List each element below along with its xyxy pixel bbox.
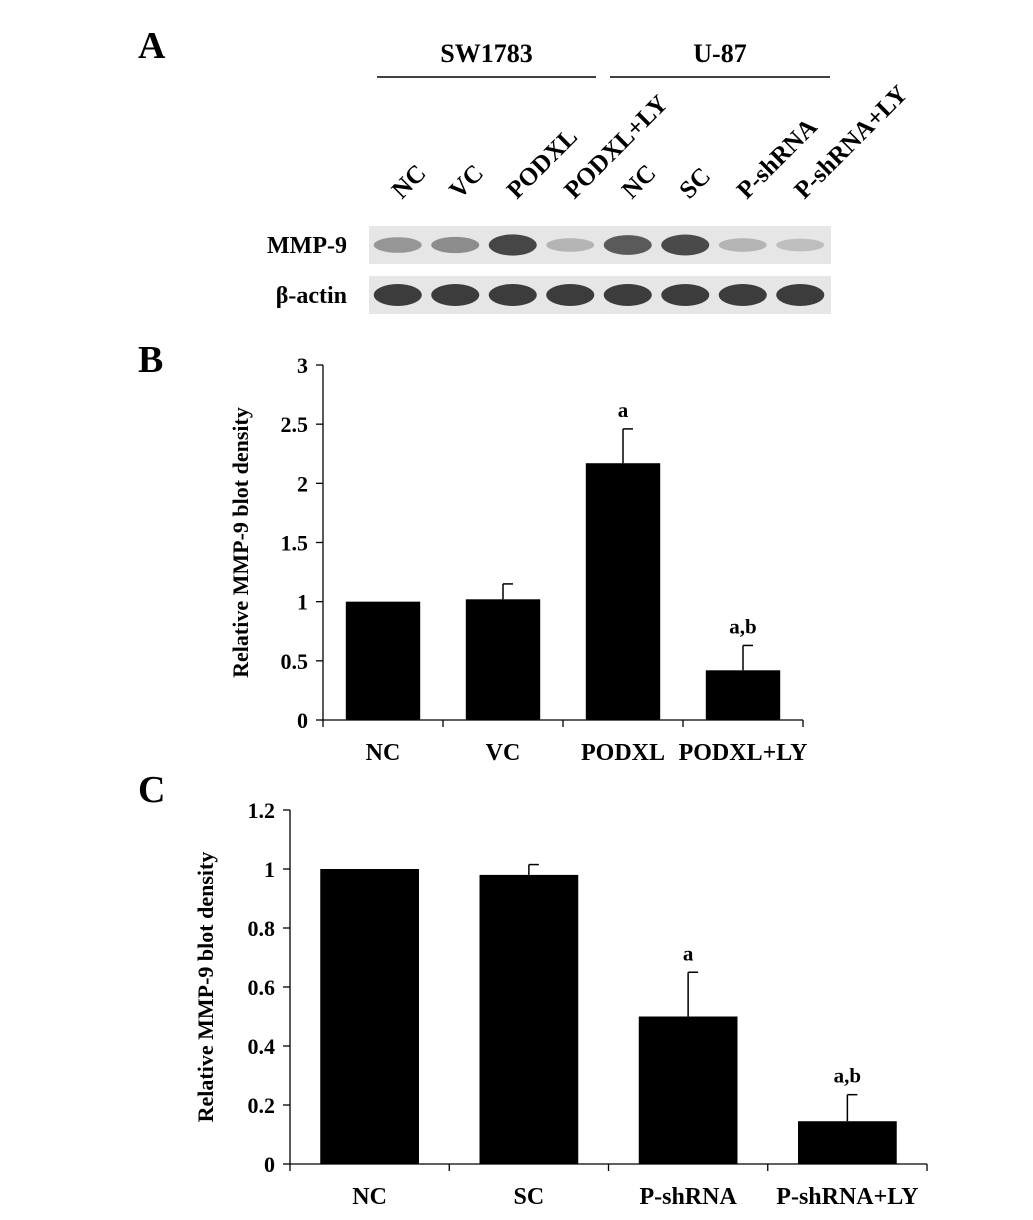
y-tick-label: 0.5: [281, 649, 309, 674]
blot-lane-label-5: SC: [674, 163, 716, 205]
y-tick-label: 1.5: [281, 531, 309, 556]
blot-band-1-2: [488, 284, 537, 306]
bar-2: [638, 1016, 738, 1164]
y-tick-label: 0: [264, 1152, 275, 1177]
significance-label-3: a,b: [834, 1064, 861, 1088]
x-tick-label-2: PODXL: [581, 740, 665, 766]
blot-band-0-3: [546, 238, 595, 252]
y-tick-label: 0.4: [248, 1034, 276, 1059]
y-tick-label: 0.2: [248, 1093, 276, 1118]
y-tick-label: 0.6: [248, 975, 276, 1000]
bar-3: [705, 670, 781, 720]
x-tick-label-0: NC: [352, 1184, 387, 1210]
blot-band-1-4: [603, 284, 652, 306]
y-tick-label: 2.5: [281, 412, 309, 437]
bar-3: [798, 1121, 897, 1164]
panel-b-label: B: [138, 339, 164, 381]
x-tick-label-1: VC: [486, 740, 521, 766]
blot-band-1-6: [718, 284, 767, 306]
y-tick-label: 1.2: [248, 798, 276, 823]
blot-band-0-2: [488, 234, 537, 256]
blot-band-0-5: [661, 234, 710, 256]
blot-band-0-1: [431, 236, 480, 254]
y-tick-label: 0.8: [248, 916, 276, 941]
x-tick-label-2: P-shRNA: [639, 1184, 737, 1210]
blot-row-label-0: MMP-9: [267, 233, 347, 259]
blot-band-0-6: [718, 238, 767, 252]
blot-band-1-0: [373, 284, 422, 306]
x-tick-label-0: NC: [366, 740, 401, 766]
bar-0: [320, 869, 419, 1164]
y-tick-label: 2: [297, 471, 308, 496]
blot-band-0-4: [603, 235, 652, 255]
blot-lane-label-1: VC: [444, 160, 489, 205]
y-axis-title: Relative MMP-9 blot density: [228, 407, 253, 678]
blot-lane-label-4: NC: [617, 160, 662, 205]
significance-label-2: a: [618, 398, 629, 422]
y-tick-label: 1: [297, 590, 308, 615]
blot-band-0-7: [776, 238, 825, 252]
y-tick-label: 3: [297, 353, 308, 378]
y-tick-label: 1: [264, 857, 275, 882]
blot-band-1-5: [661, 284, 710, 306]
bar-chart-c: 0 0.2 0.4 0.6 0.8 1 1.2 NC SC a P-shRNA a,b P-shRNA+…: [193, 798, 928, 1210]
x-tick-label-1: SC: [514, 1184, 545, 1210]
y-tick-label: 0: [297, 708, 308, 733]
x-tick-label-3: P-shRNA+LY: [776, 1184, 918, 1210]
panel-c-label: C: [138, 769, 166, 811]
blot-band-1-1: [431, 284, 480, 306]
blot-lane-label-0: NC: [387, 160, 432, 205]
blot-band-1-3: [546, 284, 595, 306]
blot-row-label-1: β-actin: [276, 283, 347, 309]
y-axis-title: Relative MMP-9 blot density: [193, 852, 218, 1123]
blot-group-label-1: U-87: [693, 39, 746, 68]
x-tick-label-3: PODXL+LY: [679, 740, 808, 766]
blot-band-0-0: [373, 237, 422, 253]
bar-chart-b: 0 0.5 1 1.5 2 2.5 3 NC VC a PODXL a,b PODXL+LY Relati…: [228, 353, 808, 766]
blot-band-1-7: [776, 284, 825, 306]
blot-group-label-0: SW1783: [440, 39, 532, 68]
panel-a-label: A: [138, 25, 166, 67]
significance-label-3: a,b: [729, 614, 756, 638]
bar-1: [465, 599, 541, 720]
bar-1: [479, 874, 579, 1164]
bar-0: [345, 601, 421, 720]
significance-label-2: a: [683, 941, 694, 965]
bar-2: [585, 463, 661, 720]
